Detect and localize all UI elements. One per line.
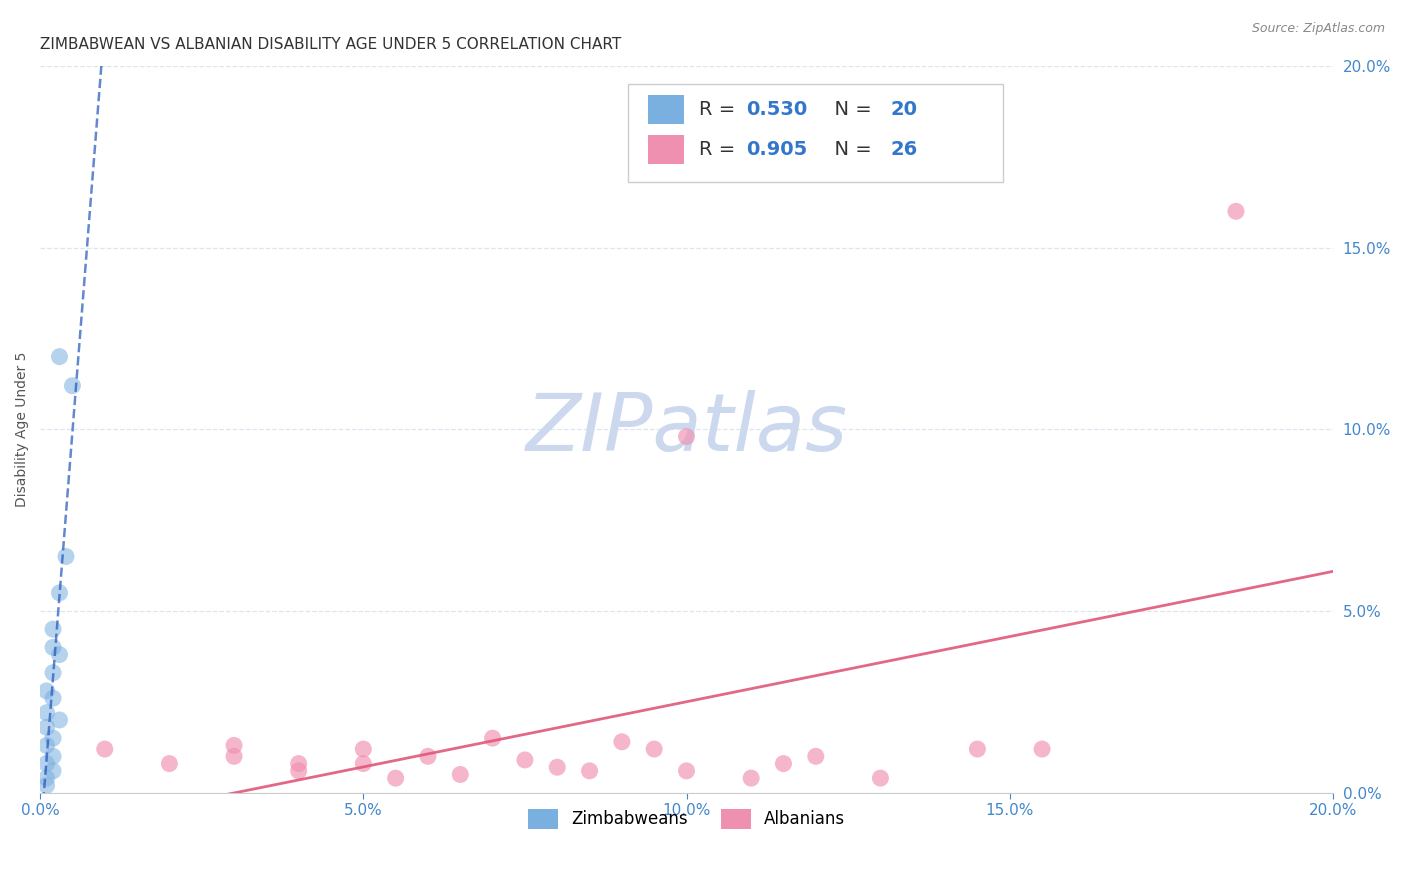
Point [35, 684, 58, 698]
FancyBboxPatch shape [648, 95, 683, 124]
FancyBboxPatch shape [648, 135, 683, 164]
Point [675, 764, 697, 778]
Text: Source: ZipAtlas.com: Source: ZipAtlas.com [1251, 22, 1385, 36]
Point [1225, 204, 1247, 219]
Text: 0.530: 0.530 [747, 100, 807, 119]
Point [449, 767, 471, 781]
Point [287, 764, 309, 778]
Text: ZIPatlas: ZIPatlas [526, 391, 848, 468]
Point [772, 756, 794, 771]
Text: ZIMBABWEAN VS ALBANIAN DISABILITY AGE UNDER 5 CORRELATION CHART: ZIMBABWEAN VS ALBANIAN DISABILITY AGE UN… [41, 37, 621, 53]
Text: 20: 20 [891, 100, 918, 119]
Y-axis label: Disability Age Under 5: Disability Age Under 5 [15, 351, 30, 507]
Point [804, 749, 827, 764]
Point [35, 720, 58, 734]
Point [35, 771, 58, 785]
Point [62, 378, 84, 392]
Point [35, 706, 58, 720]
Point [416, 749, 439, 764]
Point [48, 586, 70, 600]
Point [352, 742, 374, 756]
Point [513, 753, 536, 767]
Text: R =: R = [699, 140, 742, 159]
Point [610, 735, 633, 749]
FancyBboxPatch shape [628, 84, 1004, 182]
Point [48, 713, 70, 727]
Point [481, 731, 503, 746]
Point [643, 742, 665, 756]
Text: 0.905: 0.905 [747, 140, 807, 159]
Point [675, 429, 697, 443]
Point [578, 764, 600, 778]
Legend: Zimbabweans, Albanians: Zimbabweans, Albanians [522, 803, 852, 835]
Point [222, 739, 245, 753]
Point [966, 742, 988, 756]
Point [35, 756, 58, 771]
Point [42, 691, 65, 706]
Point [869, 771, 891, 785]
Point [55, 549, 77, 564]
Text: N =: N = [823, 100, 879, 119]
Point [42, 749, 65, 764]
Point [352, 756, 374, 771]
Point [42, 764, 65, 778]
Point [42, 622, 65, 636]
Point [42, 640, 65, 655]
Point [740, 771, 762, 785]
Point [157, 756, 180, 771]
Point [48, 350, 70, 364]
Text: R =: R = [699, 100, 742, 119]
Point [287, 756, 309, 771]
Text: 26: 26 [891, 140, 918, 159]
Point [546, 760, 568, 774]
Point [35, 739, 58, 753]
Point [384, 771, 406, 785]
Point [35, 778, 58, 792]
Point [94, 742, 117, 756]
Point [48, 648, 70, 662]
Point [42, 665, 65, 680]
Text: N =: N = [823, 140, 879, 159]
Point [222, 749, 245, 764]
Point [42, 731, 65, 746]
Point [1031, 742, 1053, 756]
